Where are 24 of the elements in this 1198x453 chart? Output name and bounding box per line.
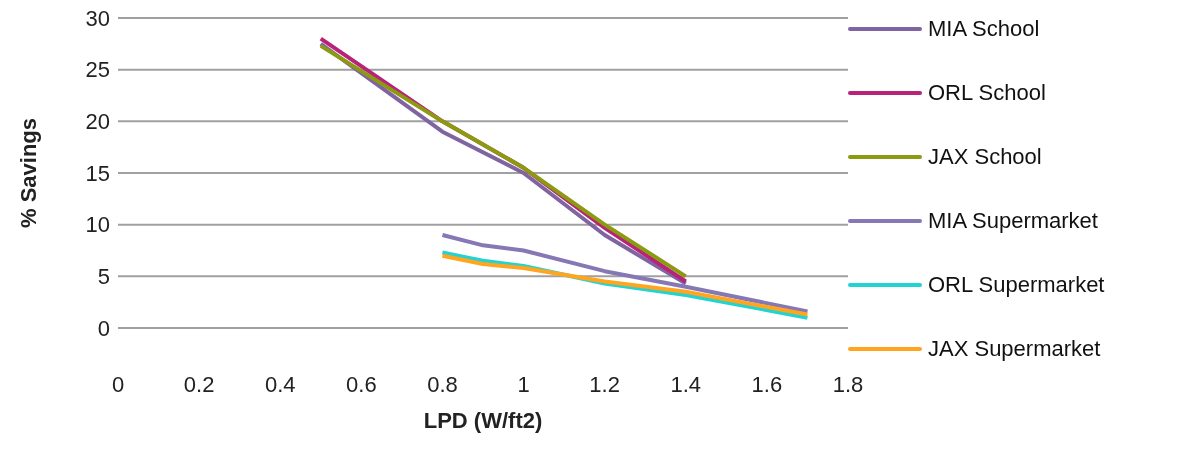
y-tick-label: 15 bbox=[85, 160, 110, 186]
x-tick-label: 1.8 bbox=[832, 371, 864, 397]
y-axis-title: % Savings bbox=[15, 117, 41, 229]
x-tick-label: 1.4 bbox=[670, 371, 702, 397]
legend-label: MIA School bbox=[928, 16, 1040, 42]
x-tick-label: 0.6 bbox=[346, 371, 377, 397]
legend-label: MIA Supermarket bbox=[928, 208, 1098, 234]
x-tick-label: 0.4 bbox=[264, 371, 296, 397]
y-tick-label: 30 bbox=[85, 5, 110, 31]
legend-label: ORL School bbox=[928, 80, 1046, 106]
legend-label: ORL Supermarket bbox=[928, 272, 1105, 298]
x-tick-label: 0.8 bbox=[427, 371, 458, 397]
y-tick-label: 5 bbox=[97, 264, 110, 290]
x-tick-label: 1 bbox=[517, 371, 530, 397]
y-tick-label: 10 bbox=[85, 212, 110, 238]
y-tick-label: 20 bbox=[85, 109, 110, 135]
x-axis-title: LPD (W/ft2) bbox=[423, 408, 543, 433]
y-tick-label: 25 bbox=[85, 57, 110, 83]
x-tick-label: 0.2 bbox=[183, 371, 215, 397]
x-tick-label: 1.2 bbox=[589, 371, 620, 397]
x-tick-label: 1.6 bbox=[751, 371, 783, 397]
legend-label: JAX School bbox=[928, 144, 1042, 170]
legend-label: JAX Supermarket bbox=[928, 336, 1101, 362]
y-tick-label: 0 bbox=[97, 315, 110, 341]
